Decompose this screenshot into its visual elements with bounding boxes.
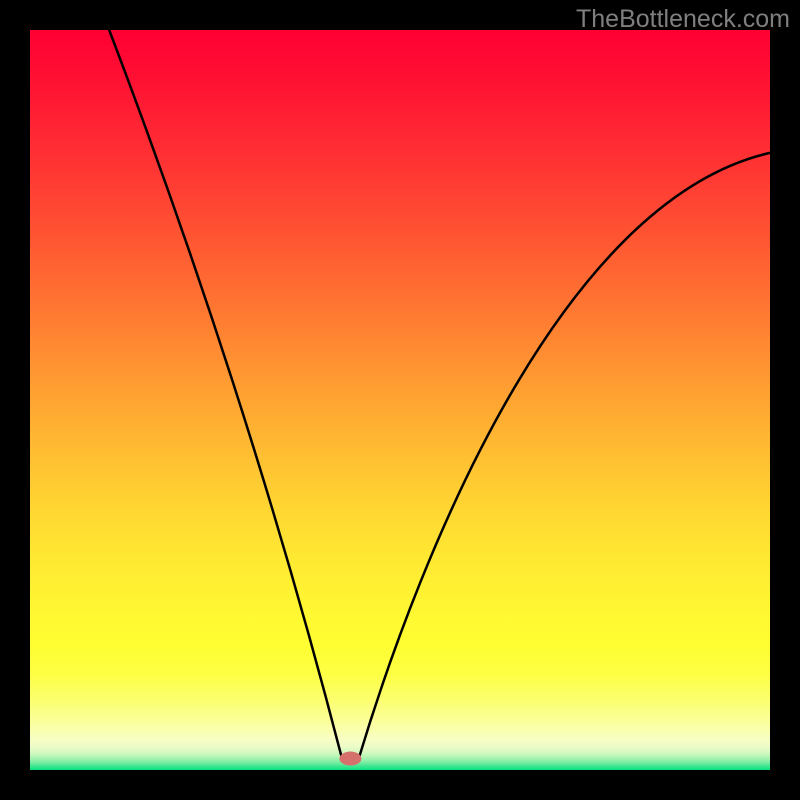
curve-left-branch [109, 30, 341, 757]
minimum-marker [339, 752, 361, 766]
curve-right-branch [359, 153, 770, 757]
bottleneck-curve [30, 30, 770, 770]
plot-area [30, 30, 770, 770]
watermark-text: TheBottleneck.com [576, 5, 790, 34]
